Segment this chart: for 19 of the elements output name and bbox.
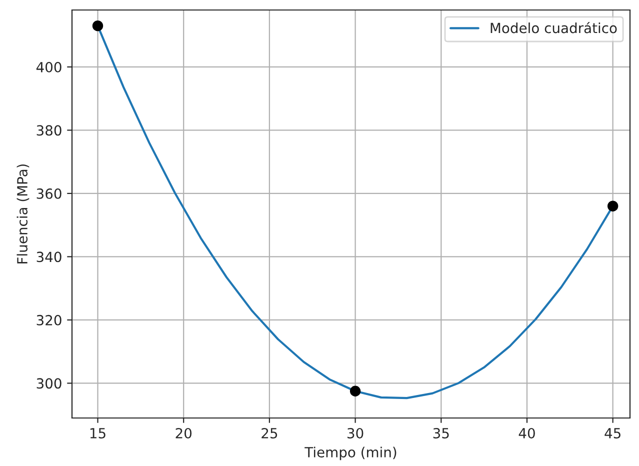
point: [350, 386, 361, 396]
legend-label: Modelo cuadrático: [490, 22, 617, 34]
x-axis-title: Tiempo (min): [304, 446, 396, 460]
y-axis-title: Fluencia (MPa): [16, 164, 30, 264]
y-tick-label: 360: [36, 188, 62, 199]
x-tick-label: 20: [176, 428, 192, 438]
y-tick-label: 400: [36, 62, 62, 72]
x-tick-label: 45: [604, 428, 620, 438]
y-tick-label: 340: [36, 252, 62, 262]
y-tick-label: 300: [36, 378, 62, 389]
x-tick-label: 35: [433, 428, 449, 438]
x-tick-label: 15: [90, 428, 106, 438]
x-tick-label: 25: [262, 428, 278, 438]
y-tick-label: 380: [36, 125, 62, 136]
point: [607, 200, 618, 212]
point: [92, 20, 104, 32]
x-tick-label: 30: [348, 428, 364, 438]
x-tick-label: 40: [518, 428, 535, 438]
y-tick-label: 320: [36, 314, 62, 326]
